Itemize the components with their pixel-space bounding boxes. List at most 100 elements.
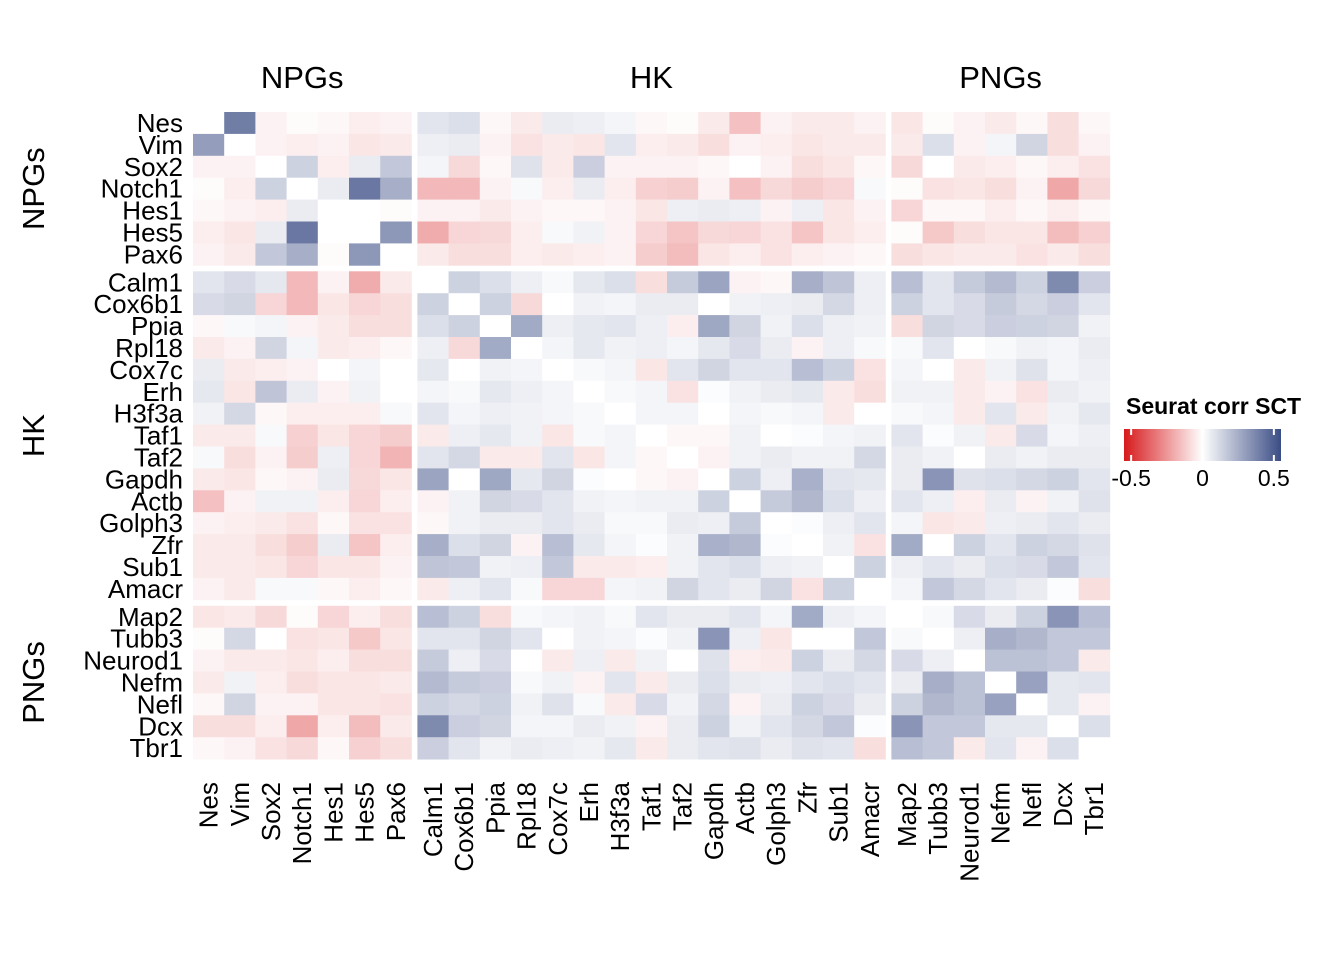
row-group-label: HK bbox=[16, 414, 51, 457]
heatmap-cell bbox=[698, 293, 730, 316]
heatmap-cell bbox=[1016, 446, 1048, 469]
heatmap-cell bbox=[729, 649, 761, 672]
heatmap-cell bbox=[1047, 446, 1079, 469]
heatmap-cell bbox=[635, 715, 668, 738]
row-label: Ppia bbox=[131, 311, 184, 341]
heatmap-cell bbox=[317, 358, 350, 382]
heatmap-cell bbox=[854, 605, 886, 629]
legend-title: Seurat corr SCT bbox=[1126, 393, 1301, 419]
heatmap-cell bbox=[286, 424, 319, 447]
heatmap-cell bbox=[317, 737, 350, 760]
heatmap-cell bbox=[573, 315, 605, 338]
heatmap-cell bbox=[635, 337, 668, 360]
heatmap-cell bbox=[448, 358, 481, 382]
heatmap-cell bbox=[1047, 380, 1079, 404]
column-label: Vim bbox=[225, 782, 255, 826]
column-group-label: PNGs bbox=[959, 60, 1042, 95]
heatmap-cell bbox=[604, 177, 637, 200]
column-label: Neurod1 bbox=[954, 782, 984, 882]
heatmap-cell bbox=[635, 468, 668, 491]
heatmap-cell bbox=[573, 243, 605, 266]
column-label: Cox6b1 bbox=[449, 782, 479, 872]
heatmap-cell bbox=[255, 424, 287, 447]
heatmap-cell bbox=[317, 671, 350, 694]
heatmap-cell bbox=[985, 358, 1017, 382]
heatmap-cell bbox=[985, 627, 1017, 650]
heatmap-cell bbox=[511, 380, 543, 404]
heatmap-cell bbox=[698, 221, 730, 244]
row-label: Tbr1 bbox=[130, 733, 183, 763]
heatmap-cell bbox=[729, 199, 761, 222]
heatmap-cell bbox=[760, 243, 793, 266]
heatmap-cell bbox=[698, 737, 730, 760]
heatmap-cell bbox=[953, 315, 986, 338]
heatmap-cell bbox=[891, 271, 923, 294]
heatmap-cell bbox=[479, 715, 512, 738]
heatmap-cell bbox=[1047, 293, 1079, 316]
heatmap-cell bbox=[448, 293, 481, 316]
heatmap-cell bbox=[854, 271, 886, 294]
heatmap-cell bbox=[729, 293, 761, 316]
heatmap-cell bbox=[224, 715, 256, 738]
heatmap-cell bbox=[380, 737, 412, 760]
heatmap-cell bbox=[985, 221, 1017, 244]
heatmap-cell bbox=[922, 358, 955, 382]
heatmap-cell bbox=[1016, 715, 1048, 738]
heatmap-cell bbox=[317, 534, 350, 557]
heatmap-cell bbox=[255, 577, 287, 601]
heatmap-cell bbox=[542, 737, 574, 760]
heatmap-cell bbox=[1016, 177, 1048, 200]
heatmap-cell bbox=[448, 177, 481, 200]
heatmap-cell bbox=[823, 337, 855, 360]
heatmap-cell bbox=[604, 315, 637, 338]
heatmap-cell bbox=[760, 112, 793, 135]
heatmap-cell bbox=[573, 177, 605, 200]
heatmap-cell bbox=[542, 271, 574, 294]
heatmap-cell bbox=[380, 671, 412, 694]
heatmap-cell bbox=[286, 112, 319, 135]
heatmap-cell bbox=[729, 358, 761, 382]
heatmap-cell bbox=[224, 133, 256, 157]
column-label: Ppia bbox=[480, 781, 510, 834]
heatmap-cell bbox=[255, 315, 287, 338]
heatmap-cell bbox=[1078, 402, 1111, 425]
heatmap-cell bbox=[511, 693, 543, 716]
heatmap-cell bbox=[573, 556, 605, 579]
heatmap-cell bbox=[448, 693, 481, 716]
heatmap-cell bbox=[349, 512, 381, 535]
heatmap-cell bbox=[317, 133, 350, 157]
heatmap-cell bbox=[542, 556, 574, 579]
heatmap-cell bbox=[729, 446, 761, 469]
heatmap-cell bbox=[791, 649, 824, 672]
heatmap-cell bbox=[193, 293, 225, 316]
heatmap-cell bbox=[573, 424, 605, 447]
heatmap-cell bbox=[985, 199, 1017, 222]
heatmap-cell bbox=[193, 556, 225, 579]
heatmap-cell bbox=[667, 155, 699, 179]
heatmap-cell bbox=[448, 199, 481, 222]
heatmap-cell bbox=[317, 577, 350, 601]
heatmap-cell bbox=[255, 112, 287, 135]
heatmap-cell bbox=[698, 112, 730, 135]
heatmap-cell bbox=[380, 133, 412, 157]
heatmap-cell bbox=[953, 337, 986, 360]
heatmap-cell bbox=[667, 627, 699, 650]
heatmap-cell bbox=[286, 577, 319, 601]
heatmap-cell bbox=[729, 737, 761, 760]
heatmap-cell bbox=[286, 715, 319, 738]
row-label: Pax6 bbox=[124, 239, 183, 269]
heatmap-cell bbox=[922, 512, 955, 535]
heatmap-cell bbox=[349, 468, 381, 491]
heatmap-cell bbox=[317, 424, 350, 447]
heatmap-cell bbox=[224, 556, 256, 579]
heatmap-cell bbox=[1016, 315, 1048, 338]
heatmap-cell bbox=[985, 380, 1017, 404]
heatmap-cell bbox=[953, 605, 986, 629]
heatmap-cell bbox=[791, 627, 824, 650]
heatmap-cell bbox=[604, 155, 637, 179]
heatmap-cell bbox=[1078, 358, 1111, 382]
heatmap-cell bbox=[823, 380, 855, 404]
heatmap-cell bbox=[224, 605, 256, 629]
heatmap-cell bbox=[511, 715, 543, 738]
heatmap-cell bbox=[1047, 199, 1079, 222]
